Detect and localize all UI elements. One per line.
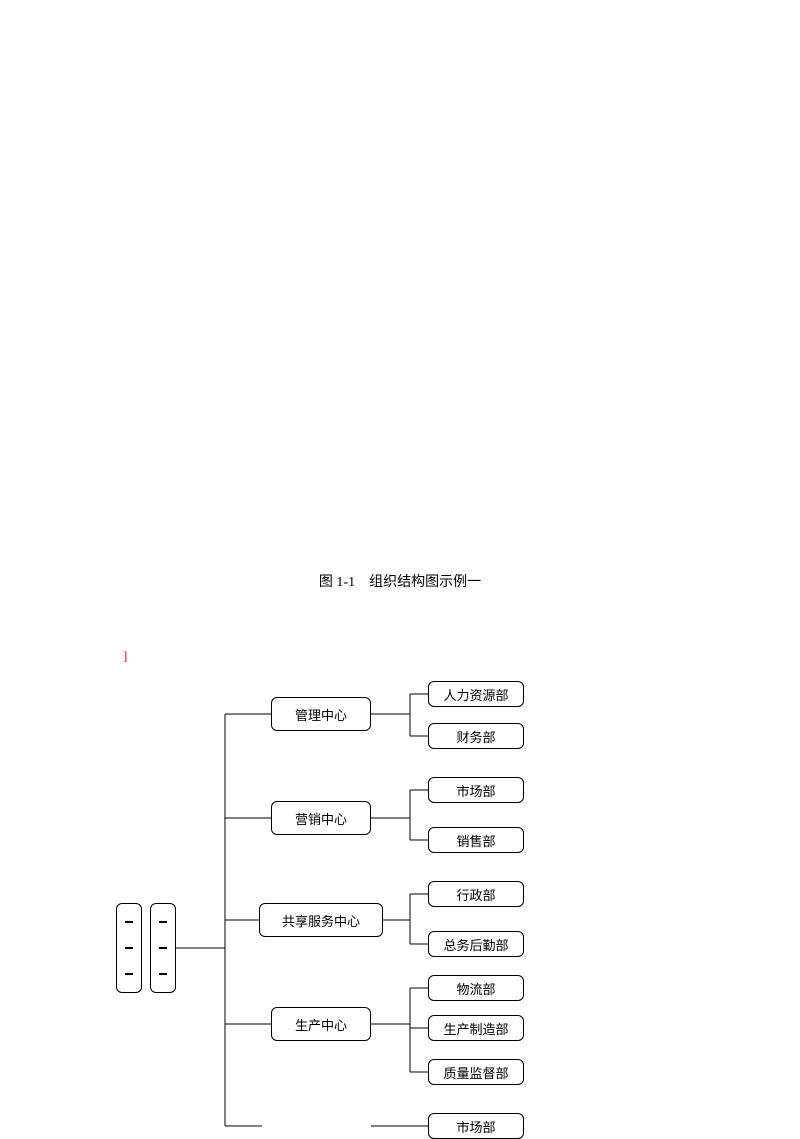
org-node-mkt: 营销中心 bbox=[271, 801, 371, 835]
org-node-qa: 质量监督部 bbox=[428, 1059, 524, 1085]
node-dot bbox=[159, 947, 167, 949]
node-dot bbox=[125, 947, 133, 949]
node-dot bbox=[159, 973, 167, 975]
org-node-admin: 行政部 bbox=[428, 881, 524, 907]
org-node-logi: 物流部 bbox=[428, 975, 524, 1001]
org-node-sales: 销售部 bbox=[428, 827, 524, 853]
node-dot bbox=[159, 921, 167, 923]
org-node-mkt2: 市场部 bbox=[428, 1113, 524, 1139]
red-bracket-mark: ] bbox=[123, 648, 127, 664]
org-node-prod: 生产中心 bbox=[271, 1007, 371, 1041]
node-dot bbox=[125, 921, 133, 923]
node-dot bbox=[125, 973, 133, 975]
org-node-mgmt: 管理中心 bbox=[271, 697, 371, 731]
figure-title: 图 1-1 组织结构图示例一 bbox=[0, 571, 800, 591]
org-node-fin: 财务部 bbox=[428, 723, 524, 749]
org-node-market: 市场部 bbox=[428, 777, 524, 803]
org-node-svc: 共享服务中心 bbox=[259, 903, 383, 937]
org-node-manu: 生产制造部 bbox=[428, 1015, 524, 1041]
org-node-logi0: 总务后勤部 bbox=[428, 931, 524, 957]
org-node-hr: 人力资源部 bbox=[428, 681, 524, 707]
